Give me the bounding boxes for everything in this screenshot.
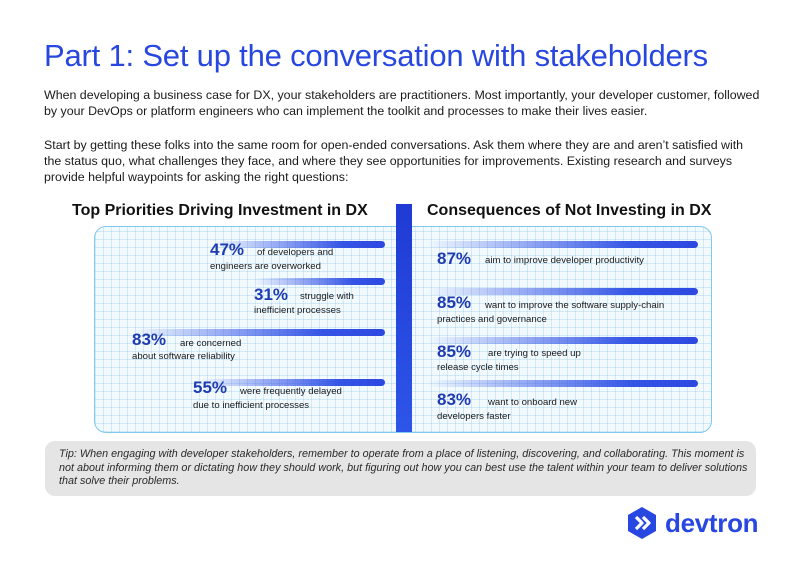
stat-percent: 85% — [437, 342, 472, 361]
stat-desc-line-1: were frequently delayed — [240, 386, 342, 397]
stat-bar — [199, 379, 385, 386]
stat-desc-line-2: due to inefficient processes — [193, 400, 310, 411]
stat-desc-line-2: release cycle times — [437, 362, 519, 373]
stat-bar — [426, 380, 698, 387]
right-section-heading: Consequences of Not Investing in DX — [427, 202, 712, 219]
stat-desc-line-2: engineers are overworked — [210, 261, 321, 272]
stat-bar — [426, 241, 698, 248]
stat-bar — [215, 241, 385, 248]
stat-desc-line-1: aim to improve developer productivity — [485, 255, 644, 266]
stat-desc-line-2: about software reliability — [132, 351, 235, 362]
stat-desc-line-1: struggle with — [300, 291, 354, 302]
stat-bar — [132, 329, 385, 336]
stat-percent: 55% — [193, 378, 228, 397]
logo-wordmark: devtron — [665, 508, 759, 538]
stat-bar — [426, 337, 698, 344]
stat-desc-line-1: are concerned — [180, 338, 242, 349]
tip-text: Tip: When engaging with developer stakeh… — [59, 448, 748, 487]
left-section-heading: Top Priorities Driving Investment in DX — [72, 202, 368, 219]
stat-desc-line-2: inefficient processes — [254, 305, 341, 316]
devtron-logo: devtron — [625, 506, 765, 540]
stat-percent: 85% — [437, 293, 472, 312]
stat-desc-line-1: want to improve the software supply-chai… — [485, 300, 665, 311]
intro-paragraph-2: Start by getting these folks into the sa… — [44, 138, 744, 184]
stat-desc-line-1: want to onboard new — [488, 397, 578, 408]
intro-paragraph-1: When developing a business case for DX, … — [44, 88, 760, 118]
stat-bar — [426, 288, 698, 295]
page-title: Part 1: Set up the conversation with sta… — [44, 38, 708, 73]
devtron-logo-icon — [628, 507, 656, 539]
stat-desc-line-1: are trying to speed up — [488, 348, 581, 359]
stat-percent: 83% — [132, 330, 167, 349]
stat-percent: 83% — [437, 390, 472, 409]
stat-percent: 47% — [210, 240, 245, 259]
stat-desc-line-1: of developers and — [257, 247, 334, 258]
stat-percent: 31% — [254, 285, 289, 304]
stat-desc-line-2: developers faster — [437, 411, 511, 422]
stat-percent: 87% — [437, 249, 472, 268]
center-divider — [396, 204, 412, 432]
stat-bar — [254, 278, 385, 285]
tip-box: Tip: When engaging with developer stakeh… — [45, 441, 756, 496]
stat-desc-line-2: practices and governance — [437, 314, 547, 325]
